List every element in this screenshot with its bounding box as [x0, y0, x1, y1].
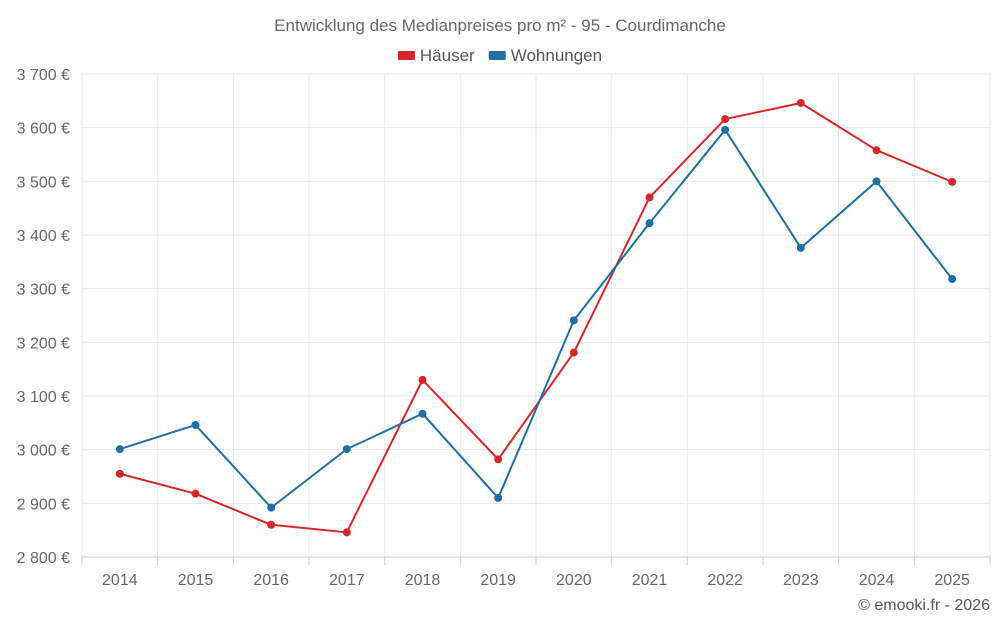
- y-tick-label: 3 300 €: [17, 282, 70, 299]
- legend-item[interactable]: Wohnungen: [488, 46, 602, 65]
- data-point-haeuser[interactable]: [721, 115, 730, 124]
- data-point-haeuser[interactable]: [191, 489, 200, 498]
- data-point-wohnungen[interactable]: [418, 409, 427, 418]
- x-tick-label: 2018: [405, 572, 441, 589]
- x-tick-label: 2024: [859, 572, 895, 589]
- data-point-wohnungen[interactable]: [494, 493, 503, 502]
- data-point-wohnungen[interactable]: [796, 243, 805, 252]
- data-point-haeuser[interactable]: [267, 520, 276, 529]
- data-point-wohnungen[interactable]: [872, 177, 881, 186]
- chart-title: Entwicklung des Medianpreises pro m² - 9…: [274, 16, 726, 35]
- y-axis: 2 800 € 2 900 € 3 000 € 3 100 € 3 200 € 3 300…: [17, 67, 70, 567]
- data-point-haeuser[interactable]: [342, 528, 351, 537]
- series-line-wohnungen: [119, 128, 953, 509]
- y-tick-label: 3 400 €: [17, 228, 70, 245]
- y-tick-label: 2 900 €: [17, 496, 70, 513]
- data-point-wohnungen[interactable]: [645, 219, 654, 228]
- data-point-haeuser[interactable]: [796, 98, 805, 107]
- x-tick-label: 2015: [178, 572, 214, 589]
- gridlines: [81, 73, 991, 558]
- legend-label: Häuser: [420, 46, 475, 65]
- x-tick-label: 2017: [329, 572, 365, 589]
- x-tick-label: 2016: [253, 572, 289, 589]
- data-point-wohnungen[interactable]: [267, 503, 276, 512]
- credit-text: © emooki.fr - 2026: [858, 597, 990, 614]
- legend-swatch: [397, 51, 415, 60]
- y-tick-label: 3 500 €: [17, 174, 70, 191]
- x-tick-label: 2014: [102, 572, 138, 589]
- data-point-wohnungen[interactable]: [342, 445, 351, 454]
- x-tick-label: 2025: [934, 572, 970, 589]
- y-tick-label: 3 700 €: [17, 67, 70, 84]
- series-group: [115, 98, 957, 537]
- legend-label: Wohnungen: [511, 46, 602, 65]
- data-point-haeuser[interactable]: [418, 375, 427, 384]
- data-point-wohnungen[interactable]: [191, 420, 200, 429]
- y-tick-label: 2 800 €: [17, 550, 70, 567]
- data-point-haeuser[interactable]: [115, 469, 124, 478]
- data-point-haeuser[interactable]: [494, 455, 503, 464]
- data-point-wohnungen[interactable]: [721, 125, 730, 134]
- data-point-wohnungen[interactable]: [115, 445, 124, 454]
- data-point-haeuser[interactable]: [645, 193, 654, 202]
- legend-item[interactable]: Häuser: [397, 46, 475, 65]
- x-tick-label: 2022: [707, 572, 743, 589]
- x-tick-label: 2021: [632, 572, 668, 589]
- x-axis: 2014 2015 2016 2017 2018 2019 2020 2021 2022 2023…: [81, 556, 991, 589]
- data-point-wohnungen[interactable]: [948, 275, 957, 284]
- y-tick-label: 3 000 €: [17, 443, 70, 460]
- y-tick-label: 3 600 €: [17, 121, 70, 138]
- x-tick-label: 2020: [556, 572, 592, 589]
- legend-swatch: [488, 51, 506, 60]
- data-point-haeuser[interactable]: [948, 177, 957, 186]
- legend: Häuser Wohnungen: [397, 46, 602, 65]
- y-tick-label: 3 100 €: [17, 389, 70, 406]
- data-point-haeuser[interactable]: [872, 146, 881, 155]
- x-tick-label: 2019: [480, 572, 516, 589]
- x-tick-label: 2023: [783, 572, 819, 589]
- data-point-haeuser[interactable]: [569, 348, 578, 357]
- y-tick-label: 3 200 €: [17, 335, 70, 352]
- series-line-haeuser: [119, 101, 953, 534]
- data-point-wohnungen[interactable]: [569, 316, 578, 325]
